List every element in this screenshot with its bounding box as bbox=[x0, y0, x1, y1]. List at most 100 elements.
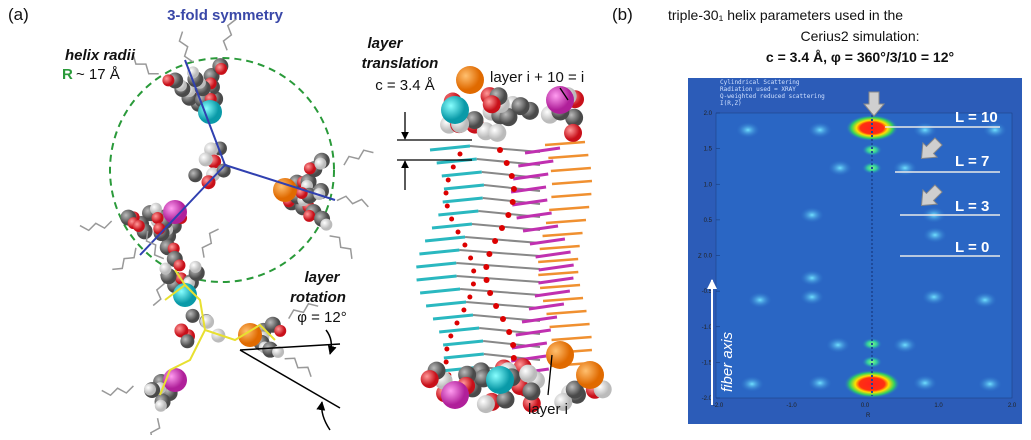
diffraction-spot bbox=[973, 292, 997, 308]
stick bbox=[539, 265, 574, 270]
plot-header: I(R,Z) bbox=[720, 100, 742, 107]
atom bbox=[446, 178, 451, 183]
angle-arrow bbox=[322, 402, 330, 430]
alkyl-chain bbox=[112, 248, 140, 274]
layer-top-label: layer i + 10 = i bbox=[490, 69, 584, 86]
atom bbox=[441, 381, 469, 409]
atom bbox=[487, 290, 493, 296]
stick bbox=[433, 315, 473, 319]
atom bbox=[421, 370, 439, 388]
atom bbox=[492, 238, 498, 244]
atom bbox=[471, 269, 476, 274]
layer-line-label: L = 3 bbox=[955, 198, 989, 215]
stick bbox=[432, 224, 472, 228]
atom bbox=[144, 383, 156, 395]
diffraction-spot bbox=[862, 356, 882, 368]
atom bbox=[499, 225, 505, 231]
helix-stack bbox=[416, 66, 611, 413]
diffraction-spot bbox=[923, 227, 947, 243]
atom bbox=[564, 124, 582, 142]
figure: (a) 3-fold symmetry helix radii R ~ 17 Å… bbox=[0, 0, 1031, 435]
stick bbox=[443, 198, 483, 202]
atom bbox=[449, 217, 454, 222]
atom bbox=[477, 395, 495, 413]
angle-arrow bbox=[326, 330, 331, 354]
stick bbox=[543, 298, 583, 301]
atom bbox=[471, 282, 476, 287]
atom bbox=[451, 165, 456, 170]
stick bbox=[540, 246, 580, 249]
atom bbox=[467, 295, 472, 300]
stick bbox=[538, 259, 578, 262]
alkyl-chain bbox=[80, 221, 113, 231]
atom bbox=[512, 97, 530, 115]
atom bbox=[519, 365, 537, 383]
x-tick-label: 2.0 bbox=[1008, 403, 1017, 409]
diffraction-spot bbox=[913, 375, 937, 391]
diffraction-spot bbox=[978, 376, 1002, 392]
diffraction-spot bbox=[828, 160, 852, 176]
stick bbox=[530, 239, 565, 244]
diffraction-spot bbox=[736, 122, 760, 138]
rotation-title: rotation bbox=[290, 289, 346, 306]
stick bbox=[459, 250, 540, 256]
alkyl-chain bbox=[199, 226, 219, 257]
diffraction-spot bbox=[748, 292, 772, 308]
atom bbox=[448, 334, 453, 339]
diffraction-spot bbox=[893, 337, 917, 353]
atom bbox=[462, 243, 467, 248]
atom bbox=[506, 329, 512, 335]
alkyl-chain bbox=[330, 232, 357, 259]
stick bbox=[551, 194, 591, 197]
atom bbox=[444, 360, 449, 365]
atom bbox=[511, 186, 517, 192]
stick bbox=[456, 263, 540, 269]
atom bbox=[303, 210, 315, 222]
atom bbox=[500, 316, 506, 322]
translation-title: layer bbox=[367, 35, 403, 52]
x-axis-label: R bbox=[866, 413, 871, 419]
plot-header: Radiation used = XRAY bbox=[720, 86, 796, 93]
panel-b: (b) triple-30₁ helix parameters used in … bbox=[612, 5, 1022, 424]
atom bbox=[189, 261, 201, 273]
atom bbox=[576, 361, 604, 389]
stick bbox=[430, 146, 470, 150]
stick bbox=[420, 289, 460, 293]
y-tick-label: 1.0 bbox=[704, 182, 713, 188]
stick bbox=[439, 328, 479, 332]
panel-title: Cerius2 simulation: bbox=[800, 28, 919, 44]
stick bbox=[457, 276, 540, 282]
translation-title: translation bbox=[362, 55, 439, 72]
y-tick-label: 2.0 bbox=[704, 111, 713, 117]
y-tick-label: 1.5 bbox=[704, 147, 713, 153]
stick bbox=[426, 302, 466, 306]
diffraction-spot bbox=[862, 144, 882, 156]
diffraction-spot bbox=[808, 122, 832, 138]
diffraction-spot bbox=[800, 270, 824, 286]
stick bbox=[425, 237, 465, 241]
atom bbox=[486, 251, 492, 257]
atom bbox=[510, 199, 516, 205]
diffraction-spot bbox=[893, 160, 917, 176]
stick bbox=[552, 181, 592, 184]
atom bbox=[444, 191, 449, 196]
atom bbox=[186, 309, 200, 323]
stick bbox=[416, 263, 456, 267]
atom bbox=[444, 347, 449, 352]
y-axis-label: Z bbox=[698, 254, 702, 260]
atom bbox=[461, 308, 466, 313]
atom bbox=[162, 74, 174, 86]
diffraction-spot bbox=[922, 289, 946, 305]
radius-value: ~ 17 Å bbox=[76, 66, 120, 83]
atom bbox=[314, 158, 326, 170]
stick bbox=[419, 250, 459, 254]
atom bbox=[458, 152, 463, 157]
plot-header: Cylindrical Scattering bbox=[720, 79, 800, 86]
atom bbox=[468, 256, 473, 261]
atom bbox=[173, 259, 185, 271]
alkyl-chain bbox=[342, 147, 374, 165]
atom bbox=[488, 124, 506, 142]
stick bbox=[535, 291, 570, 296]
stick bbox=[443, 341, 483, 345]
atom bbox=[483, 95, 501, 113]
